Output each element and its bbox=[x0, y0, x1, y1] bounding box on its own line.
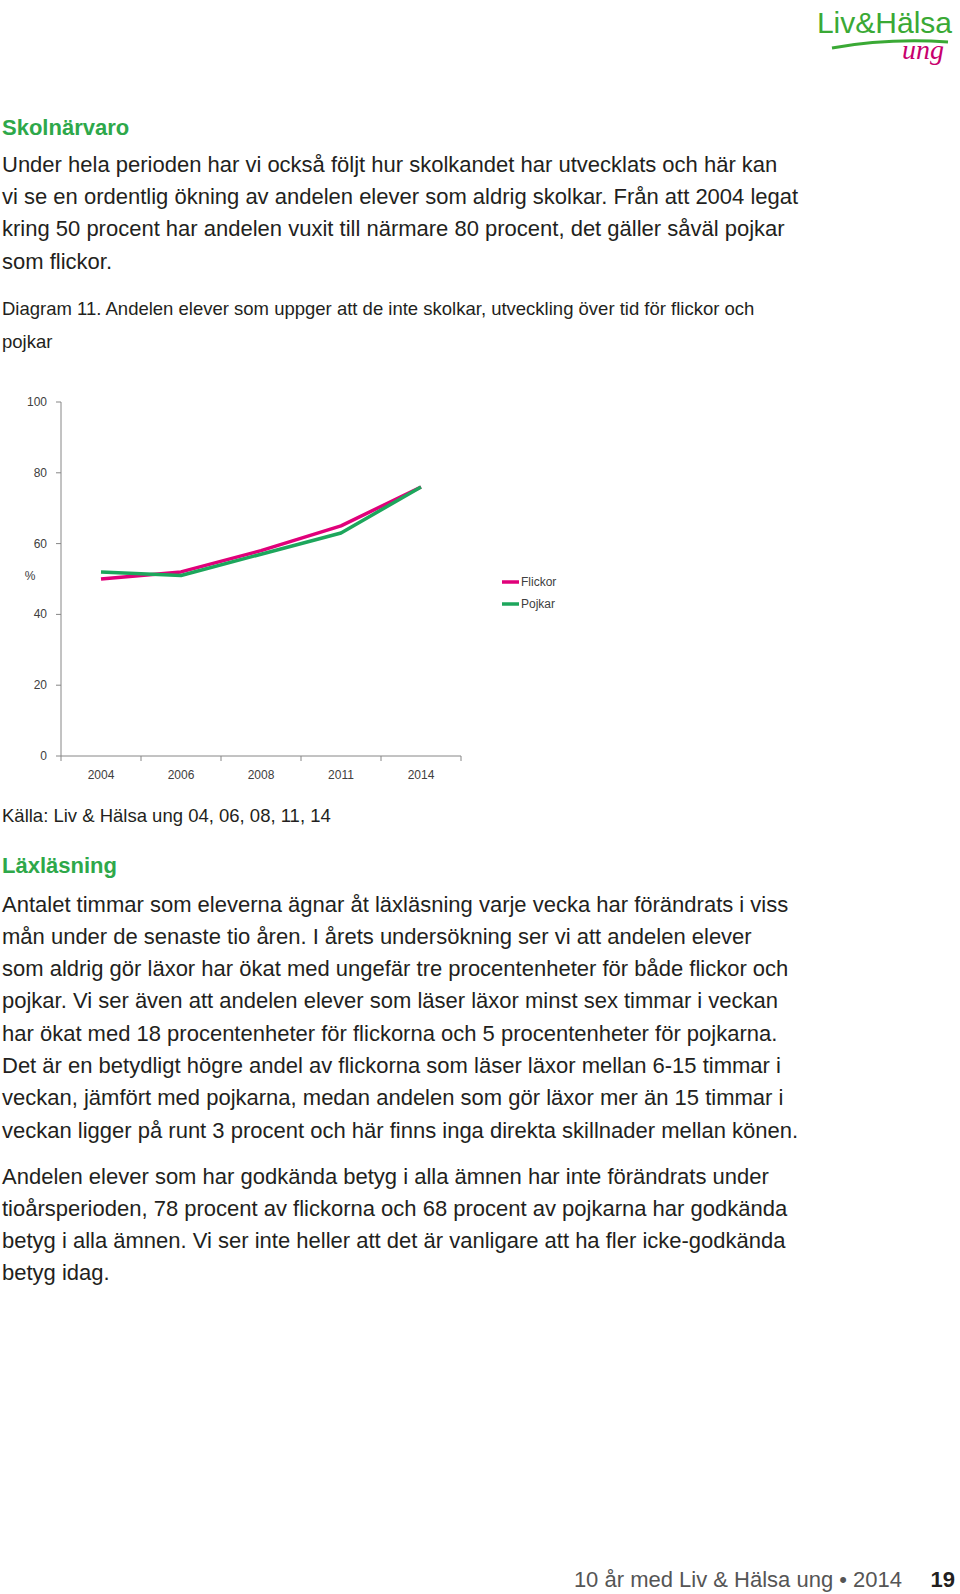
legend-swatch bbox=[502, 602, 519, 606]
paragraph-line: betyg i alla ämnen. Vi ser inte heller a… bbox=[2, 1226, 786, 1255]
paragraph-line: Det är en betydligt högre andel av flick… bbox=[2, 1051, 781, 1080]
paragraph-line: Andelen elever som har godkända betyg i … bbox=[2, 1162, 769, 1191]
paragraph-line: Antalet timmar som eleverna ägnar åt läx… bbox=[2, 890, 788, 919]
section-heading: Läxläsning bbox=[2, 851, 117, 880]
legend-label: Pojkar bbox=[521, 597, 555, 611]
paragraph-line: pojkar. Vi ser även att andelen elever s… bbox=[2, 986, 778, 1015]
paragraph-line: som flickor. bbox=[2, 247, 112, 276]
x-tick-label: 2006 bbox=[168, 768, 195, 782]
paragraph-line: har ökat med 18 procentenheter för flick… bbox=[2, 1019, 777, 1048]
x-tick-label: 2011 bbox=[328, 768, 354, 782]
paragraph-line: kring 50 procent har andelen vuxit till … bbox=[2, 214, 785, 243]
y-tick bbox=[56, 543, 61, 544]
y-tick bbox=[56, 685, 61, 686]
y-tick-label: 40 bbox=[34, 607, 48, 621]
x-tick-label: 2004 bbox=[88, 768, 115, 782]
section-heading: Skolnärvaro bbox=[2, 113, 129, 142]
logo-swoosh bbox=[828, 36, 958, 56]
y-tick bbox=[56, 756, 61, 757]
paragraph-line: mån under de senaste tio åren. I årets u… bbox=[2, 922, 752, 951]
y-tick bbox=[56, 402, 61, 403]
paragraph-line: betyg idag. bbox=[2, 1258, 110, 1287]
y-axis bbox=[61, 402, 62, 756]
footer-text: 10 år med Liv & Hälsa ung • 2014 bbox=[574, 1565, 902, 1594]
paragraph-line: veckan, jämfört med pojkarna, medan ande… bbox=[2, 1083, 783, 1112]
y-tick-label: 0 bbox=[40, 749, 47, 763]
y-tick bbox=[56, 472, 61, 473]
x-tick bbox=[221, 756, 222, 761]
x-tick bbox=[301, 756, 302, 761]
y-tick-label: 20 bbox=[34, 678, 48, 692]
y-tick-label: 80 bbox=[34, 466, 48, 480]
x-axis bbox=[61, 756, 461, 757]
y-tick bbox=[56, 614, 61, 615]
page-number: 19 bbox=[931, 1565, 955, 1594]
plot-area bbox=[101, 487, 421, 579]
paragraph-line: Under hela perioden har vi också följt h… bbox=[2, 150, 777, 179]
legend-swatch bbox=[502, 580, 519, 584]
paragraph-line: tioårsperioden, 78 procent av flickorna … bbox=[2, 1194, 787, 1223]
paragraph-line: som aldrig gör läxor har ökat med ungefä… bbox=[2, 954, 788, 983]
paragraph-line: vi se en ordentlig ökning av andelen ele… bbox=[2, 182, 798, 211]
y-tick-label: 100 bbox=[27, 395, 47, 409]
x-tick-label: 2008 bbox=[248, 768, 275, 782]
x-tick bbox=[461, 756, 462, 761]
legend-label: Flickor bbox=[521, 575, 556, 589]
line-series bbox=[101, 487, 421, 579]
chart-source: Källa: Liv & Hälsa ung 04, 06, 08, 11, 1… bbox=[2, 804, 331, 828]
chart-caption: Diagram 11. Andelen elever som uppger at… bbox=[2, 297, 754, 321]
logo-subtitle: ung bbox=[902, 32, 944, 68]
x-tick bbox=[61, 756, 62, 761]
x-tick bbox=[141, 756, 142, 761]
y-tick-label: 60 bbox=[34, 537, 48, 551]
line-series bbox=[101, 487, 421, 576]
chart-caption: pojkar bbox=[2, 330, 52, 354]
logo-swoosh-line bbox=[832, 41, 948, 48]
y-axis-label: % bbox=[25, 569, 36, 583]
chart: 0 20 40 60 80 100 2004 2006 2008 2011 2014% Flickor… bbox=[0, 0, 960, 1594]
x-tick-label: 2014 bbox=[408, 768, 435, 782]
x-tick bbox=[381, 756, 382, 761]
paragraph-line: veckan ligger på runt 3 procent och här … bbox=[2, 1116, 798, 1145]
